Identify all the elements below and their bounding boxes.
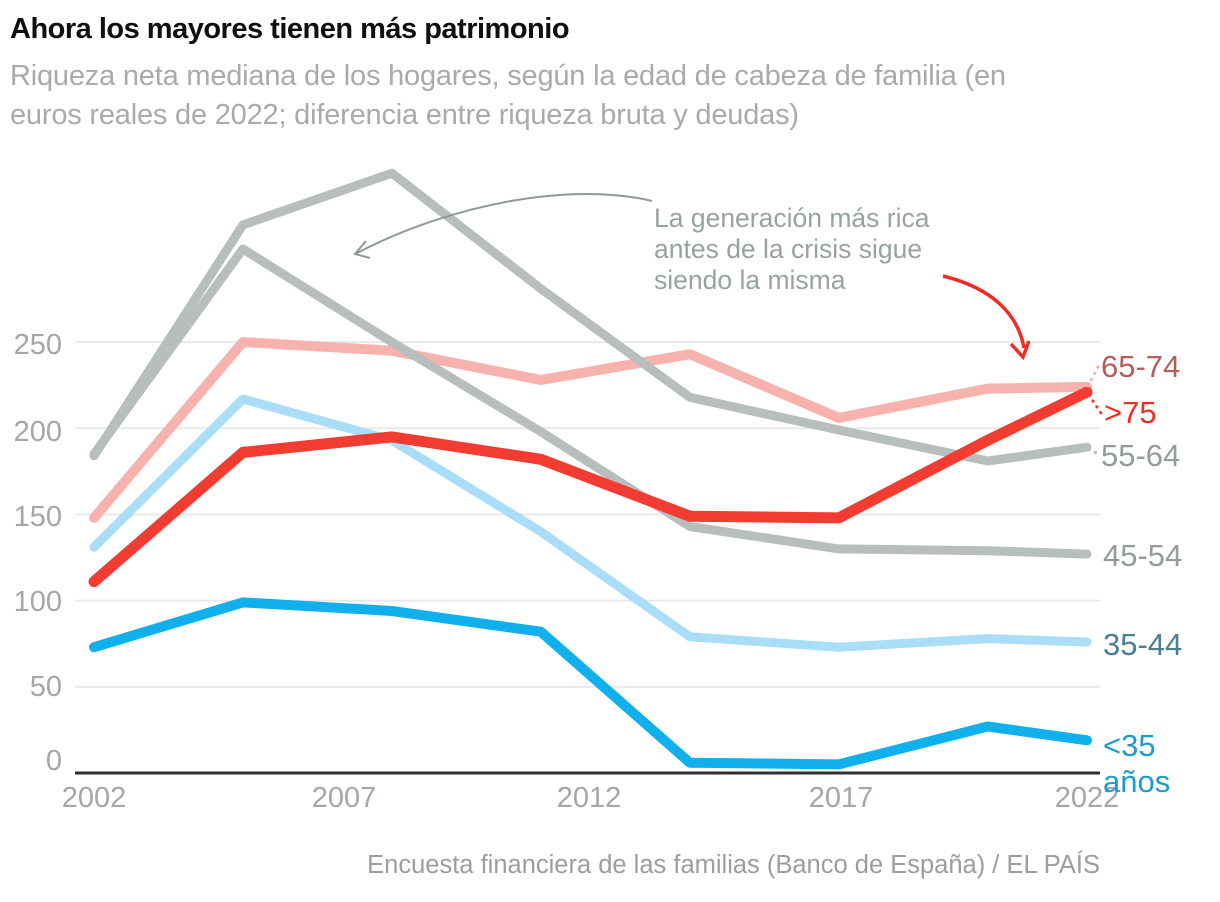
x-tick-2007: 2007 <box>311 782 377 814</box>
series-line-45-54 <box>89 244 1092 559</box>
y-tick-200: 200 <box>13 416 62 448</box>
y-tick-50: 50 <box>29 671 62 703</box>
series-line-55-64 <box>89 168 1092 466</box>
series-label-under35-line1: <35 <box>1103 728 1156 763</box>
series-label-45-54: 45-54 <box>1103 538 1183 573</box>
chart-subtitle-line2: euros reales de 2022; diferencia entre r… <box>10 99 799 131</box>
red-arrow-head-icon <box>1009 340 1031 361</box>
series-label-under35: <35 años <box>1103 728 1170 799</box>
series-label-under35-line2: años <box>1103 763 1171 799</box>
series-label-over75: >75 <box>1104 395 1157 430</box>
y-tick-250: 250 <box>13 329 62 361</box>
gray-arrow-curve <box>356 193 653 254</box>
series-lines-layer <box>88 168 1093 770</box>
series-line-35-44 <box>89 394 1092 652</box>
label-connectors <box>1086 361 1103 457</box>
connector-dotted-65-74 <box>1086 361 1102 388</box>
x-tick-2022: 2022 <box>1054 782 1120 814</box>
y-tick-150: 150 <box>13 501 62 533</box>
series-line-<35 <box>89 597 1092 770</box>
chart-annotation: La generación más rica antes de la crisi… <box>654 203 929 296</box>
series-label-65-74: 65-74 <box>1101 349 1181 384</box>
source-credit: Encuesta financiera de las familias (Ban… <box>367 851 1100 879</box>
series-line->75 <box>88 386 1093 588</box>
x-tick-2012: 2012 <box>556 782 622 814</box>
series-line-65-74 <box>89 337 1092 523</box>
annotation-arrow-red <box>942 274 1031 361</box>
gray-arrow-head-icon <box>353 240 371 259</box>
y-tick-0: 0 <box>45 745 62 777</box>
x-tick-2002: 2002 <box>61 782 127 814</box>
x-tick-2017: 2017 <box>808 782 874 814</box>
annotation-line3: siendo la misma <box>654 265 846 295</box>
connector-dotted-55-64 <box>1087 447 1102 457</box>
series-label-35-44: 35-44 <box>1103 627 1183 662</box>
connector-dotted-over75 <box>1087 393 1103 415</box>
annotation-line2: antes de la crisis sigue <box>654 234 923 264</box>
annotation-line1: La generación más rica <box>654 203 930 233</box>
chart-subtitle-line1: Riqueza neta mediana de los hogares, seg… <box>10 60 1006 92</box>
red-arrow-curve <box>942 274 1026 349</box>
page-title: Ahora los mayores tienen más patrimonio <box>10 13 570 45</box>
y-tick-100: 100 <box>13 586 62 618</box>
series-label-55-64: 55-64 <box>1101 438 1181 473</box>
annotation-arrow-gray <box>353 193 653 259</box>
